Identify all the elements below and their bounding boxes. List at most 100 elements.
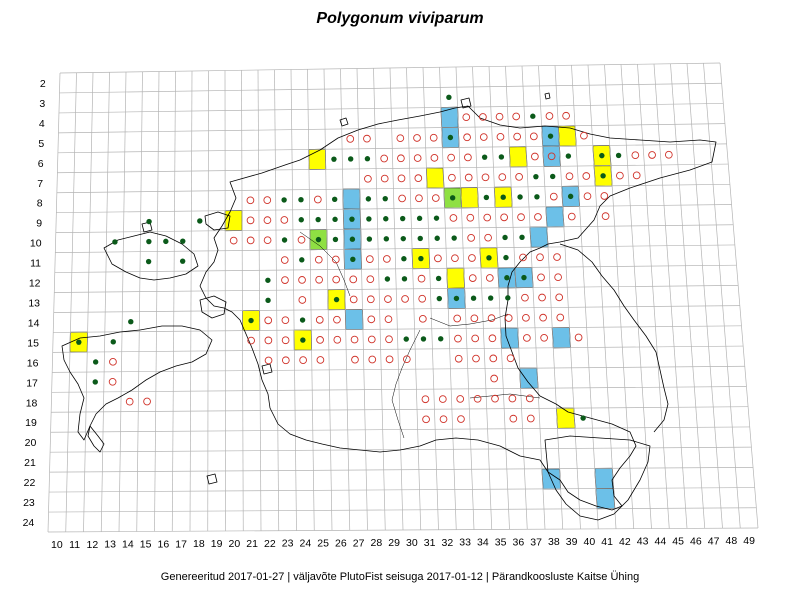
- blue-cell: [344, 308, 364, 331]
- open-circle: [281, 336, 290, 345]
- filled-dot: [163, 238, 169, 245]
- column-label: 32: [442, 537, 454, 549]
- column-label: 11: [69, 539, 80, 551]
- open-circle: [263, 196, 272, 204]
- filled-dot: [447, 134, 454, 141]
- filled-dot: [503, 254, 509, 261]
- open-circle: [414, 174, 423, 183]
- open-circle: [263, 236, 272, 245]
- filled-dot: [145, 258, 152, 265]
- open-circle: [545, 112, 554, 120]
- open-circle: [519, 253, 527, 262]
- grid-line-horizontal: [58, 123, 725, 134]
- grid-line-vertical: [620, 64, 652, 529]
- filled-dot: [281, 237, 288, 243]
- open-circle: [417, 274, 426, 283]
- blue-cell: [529, 226, 549, 248]
- grid-line-vertical: [670, 63, 706, 529]
- yellow-cell: [508, 146, 528, 168]
- open-circle: [555, 293, 564, 302]
- grid-line-vertical: [472, 66, 493, 530]
- open-circle: [125, 397, 134, 406]
- filled-dot: [530, 113, 536, 119]
- open-circle: [316, 336, 324, 344]
- grid-line-vertical: [257, 69, 262, 531]
- open-circle: [523, 334, 531, 342]
- open-circle: [487, 314, 496, 323]
- filled-dot: [505, 295, 511, 301]
- open-circle: [448, 173, 456, 182]
- row-label: 12: [29, 278, 41, 290]
- open-circle: [280, 216, 289, 224]
- open-circle: [489, 354, 498, 363]
- filled-dot: [364, 156, 371, 162]
- open-circle: [488, 334, 497, 343]
- open-circle: [397, 174, 406, 183]
- grid-line-vertical: [521, 65, 546, 530]
- open-circle: [332, 275, 341, 284]
- column-label: 30: [406, 537, 418, 549]
- occurrence-dots: [76, 94, 622, 421]
- open-circle: [540, 333, 548, 342]
- open-circle: [313, 195, 322, 204]
- muhu-outline: [199, 295, 227, 319]
- open-circle: [468, 274, 477, 282]
- column-label: 34: [477, 537, 489, 549]
- yellow-cell: [425, 167, 445, 189]
- filled-dot: [519, 234, 525, 240]
- open-circle: [515, 173, 523, 181]
- grid-line-vertical: [154, 71, 160, 532]
- grid-line-horizontal: [50, 426, 750, 433]
- grid-line-horizontal: [49, 466, 754, 473]
- open-circle: [109, 357, 117, 366]
- filled-dot: [401, 256, 407, 262]
- column-label: 18: [193, 538, 205, 550]
- filled-dot: [383, 236, 390, 242]
- peipus-shore: [559, 243, 669, 433]
- north-island-3: [339, 117, 349, 127]
- grid-line-vertical: [207, 70, 209, 532]
- column-label: 48: [726, 535, 738, 547]
- open-circle: [485, 274, 494, 282]
- yellow-cell: [446, 267, 466, 289]
- filled-dot: [534, 194, 540, 200]
- filled-dot: [533, 173, 539, 180]
- column-label: 29: [388, 537, 400, 549]
- column-label: 19: [211, 538, 223, 550]
- grid-line-horizontal: [51, 406, 749, 413]
- open-circle: [479, 133, 488, 141]
- grid-line-horizontal: [52, 345, 744, 353]
- open-circle: [439, 415, 448, 424]
- filled-dot: [332, 236, 339, 243]
- column-label: 24: [300, 538, 312, 550]
- open-circle: [350, 335, 359, 344]
- filled-dot: [197, 218, 203, 224]
- grid-line-vertical: [719, 62, 759, 529]
- row-label: 23: [23, 497, 35, 509]
- grid-line-vertical: [65, 72, 77, 532]
- column-label: 38: [548, 536, 560, 548]
- open-circle: [536, 253, 544, 262]
- open-circle: [648, 151, 656, 159]
- grid-line-vertical: [406, 67, 422, 530]
- column-labels: 10 11 12 13 14 15 16 17 18 19 20 21 22 23 24 25 26 27 28 29…: [51, 535, 755, 551]
- filled-dot: [400, 235, 406, 242]
- row-label: 3: [39, 98, 45, 110]
- blue-cell: [542, 145, 561, 167]
- open-circle: [471, 334, 480, 343]
- grid-line-horizontal: [54, 264, 737, 273]
- open-circle: [574, 333, 583, 342]
- open-circle: [538, 293, 546, 302]
- open-circle: [556, 313, 565, 322]
- inner-border-2: [391, 329, 421, 439]
- open-circle: [464, 153, 472, 162]
- column-label: 17: [175, 538, 187, 550]
- estonia-outline: [61, 92, 717, 521]
- filled-dot: [384, 276, 391, 282]
- column-label: 35: [495, 536, 507, 548]
- filled-dot: [333, 296, 340, 303]
- open-circle: [462, 113, 471, 122]
- filled-dot: [418, 255, 424, 262]
- open-circle: [491, 394, 499, 403]
- filled-dot: [436, 295, 443, 302]
